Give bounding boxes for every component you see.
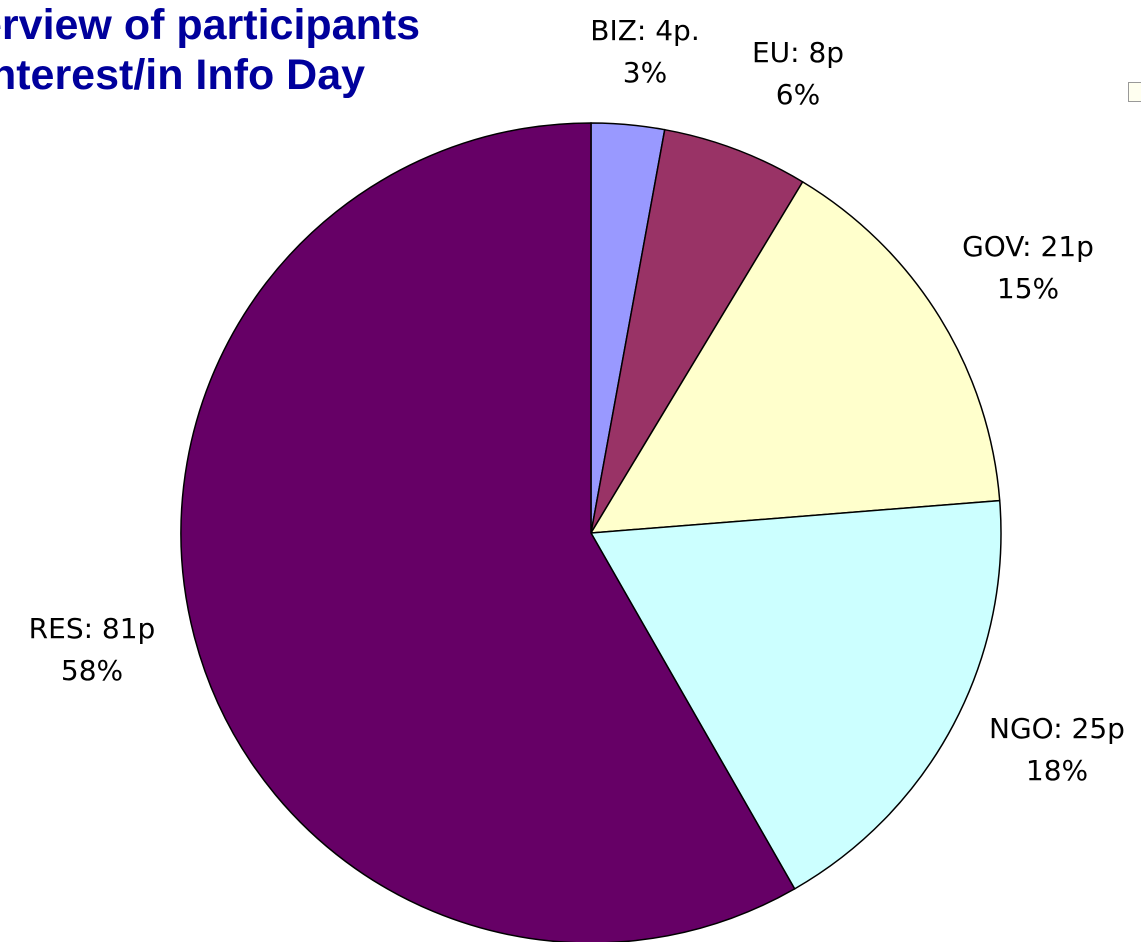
slice-name-label: BIZ: 4p.	[590, 14, 699, 47]
pie-slice-eu	[590, 128, 804, 534]
slice-labels: BIZ: 4p. 3% EU: 8p 6% GOV: 21p 15% NGO: 25p 18%…	[29, 14, 1125, 787]
chart-title-line-1: erview of participants	[0, 1, 421, 49]
slice-percent-label: 3%	[623, 56, 667, 89]
slice-label-ngo: NGO: 25p 18%	[989, 712, 1125, 787]
slice-name-label: GOV: 21p	[962, 230, 1094, 263]
slice-percent-label: 15%	[997, 272, 1059, 305]
slice-label-gov: GOV: 21p 15%	[962, 230, 1094, 305]
legend-box-fragment	[1128, 82, 1141, 102]
pie-slice-ngo	[589, 499, 1002, 890]
slice-percent-label: 6%	[776, 78, 820, 111]
slice-name-label: RES: 81p	[29, 612, 156, 645]
chart-title: erview of participants interest/in Info …	[0, 0, 420, 100]
slice-name-label: NGO: 25p	[989, 712, 1125, 745]
slice-label-biz: BIZ: 4p. 3%	[590, 14, 699, 89]
pie-slices	[180, 122, 1002, 942]
slice-label-res: RES: 81p 58%	[29, 612, 156, 687]
slice-label-eu: EU: 8p 6%	[752, 36, 844, 111]
pie-slice-gov	[589, 180, 1001, 534]
slice-percent-label: 58%	[61, 654, 123, 687]
chart-title-line-2: interest/in Info Day	[0, 51, 366, 99]
pie-slice-res	[180, 122, 796, 942]
slice-name-label: EU: 8p	[752, 36, 844, 69]
slice-percent-label: 18%	[1026, 754, 1088, 787]
